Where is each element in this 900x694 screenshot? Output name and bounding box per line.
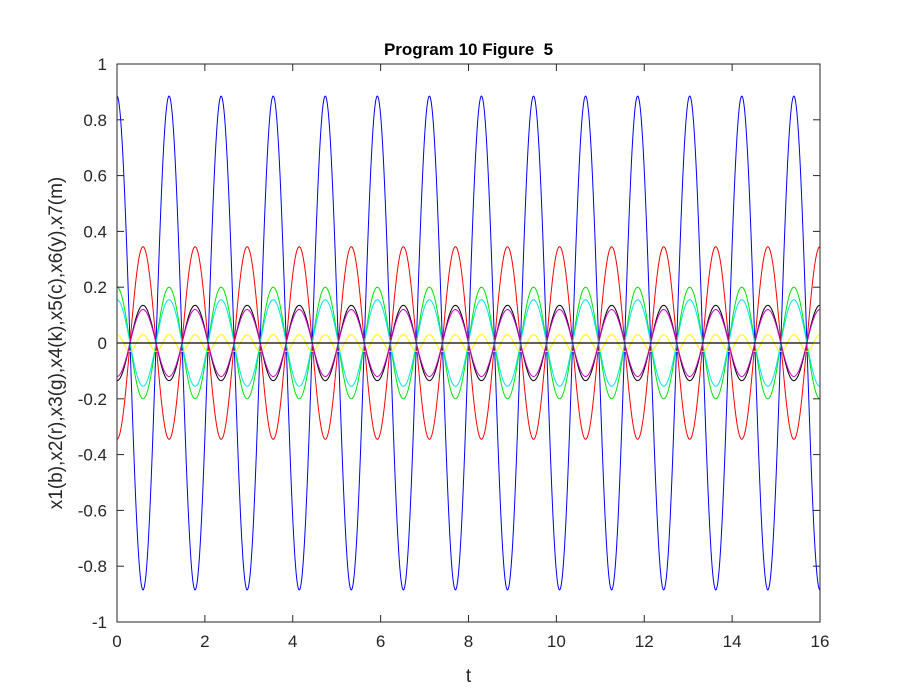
x-tick-label: 6 [376, 632, 385, 651]
y-tick-label: -0.2 [78, 390, 107, 409]
x-tick-label: 14 [723, 632, 742, 651]
x-axis-label: t [466, 666, 472, 687]
x-tick-label: 12 [635, 632, 654, 651]
y-tick-label: -1 [92, 613, 107, 632]
y-tick-label: -0.6 [78, 501, 107, 520]
x-tick-label: 8 [464, 632, 473, 651]
series-line-x6-y [116, 334, 821, 352]
y-tick-label: 0.2 [83, 278, 107, 297]
chart-title: Program 10 Figure 5 [384, 40, 553, 59]
y-tick-label: -0.8 [78, 557, 107, 576]
x-tick-label: 2 [200, 632, 209, 651]
y-tick-label: 1 [98, 55, 107, 74]
x-axis: 0 2 4 6 8 10 12 14 16 [112, 64, 829, 651]
x-tick-label: 0 [112, 632, 121, 651]
x-tick-label: 10 [547, 632, 566, 651]
y-tick-label: 0.4 [83, 222, 107, 241]
y-tick-label: 0 [98, 334, 107, 353]
y-tick-label: -0.4 [78, 446, 107, 465]
y-tick-label: 0.8 [83, 111, 107, 130]
y-axis-label: x1(b),x2(r),x3(g),x4(k),x5(c),x6(y),x7(m… [46, 177, 67, 510]
y-tick-label: 0.6 [83, 167, 107, 186]
x-tick-label: 16 [811, 632, 830, 651]
y-axis: -1 -0.8 -0.6 -0.4 -0.2 0 0.2 0.4 0.6 0.8 1 [78, 55, 820, 632]
x-tick-label: 4 [288, 632, 297, 651]
